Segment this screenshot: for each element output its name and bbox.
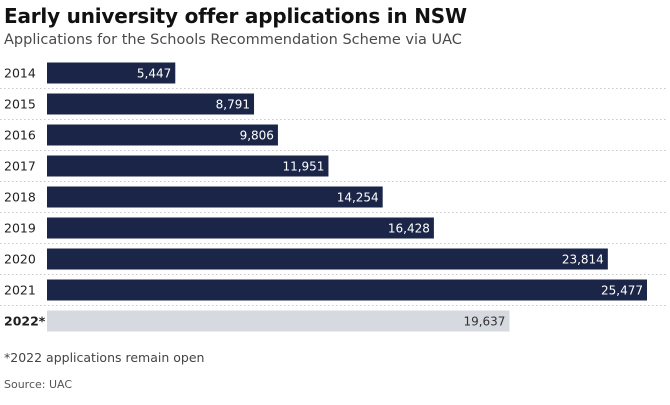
category-label: 2022* xyxy=(4,314,46,329)
category-label: 2020 xyxy=(4,252,36,267)
bar-2022 xyxy=(47,310,510,332)
category-label: 2021 xyxy=(4,283,36,298)
value-label: 14,254 xyxy=(337,191,379,205)
bar-2016 xyxy=(47,124,278,146)
category-label: 2019 xyxy=(4,221,36,236)
bar-2015 xyxy=(47,93,255,115)
chart-subtitle: Applications for the Schools Recommendat… xyxy=(4,32,462,48)
value-label: 19,637 xyxy=(463,315,505,329)
value-label: 8,791 xyxy=(216,98,250,112)
value-label: 9,806 xyxy=(240,129,274,143)
category-label: 2014 xyxy=(4,66,36,81)
value-label: 16,428 xyxy=(388,222,430,236)
value-label: 23,814 xyxy=(562,253,604,267)
category-label: 2016 xyxy=(4,128,36,143)
bar-2017 xyxy=(47,155,329,177)
bar-chart: 2014 5,447 2015 8,791 2016 9,806 2017 11,951 201… xyxy=(0,62,667,332)
bar-2014 xyxy=(47,62,176,84)
bar-2019 xyxy=(47,217,434,239)
category-label: 2015 xyxy=(4,97,36,112)
value-label: 11,951 xyxy=(282,160,324,174)
value-label: 5,447 xyxy=(137,67,171,81)
bar-2018 xyxy=(47,186,383,208)
value-label: 25,477 xyxy=(601,284,643,298)
chart-source: Source: UAC xyxy=(4,378,73,391)
chart-title: Early university offer applications in N… xyxy=(4,4,467,28)
bar-2021 xyxy=(47,279,647,301)
category-label: 2017 xyxy=(4,159,36,174)
chart-footnote: *2022 applications remain open xyxy=(4,350,205,365)
bar-2020 xyxy=(47,248,608,270)
category-label: 2018 xyxy=(4,190,36,205)
